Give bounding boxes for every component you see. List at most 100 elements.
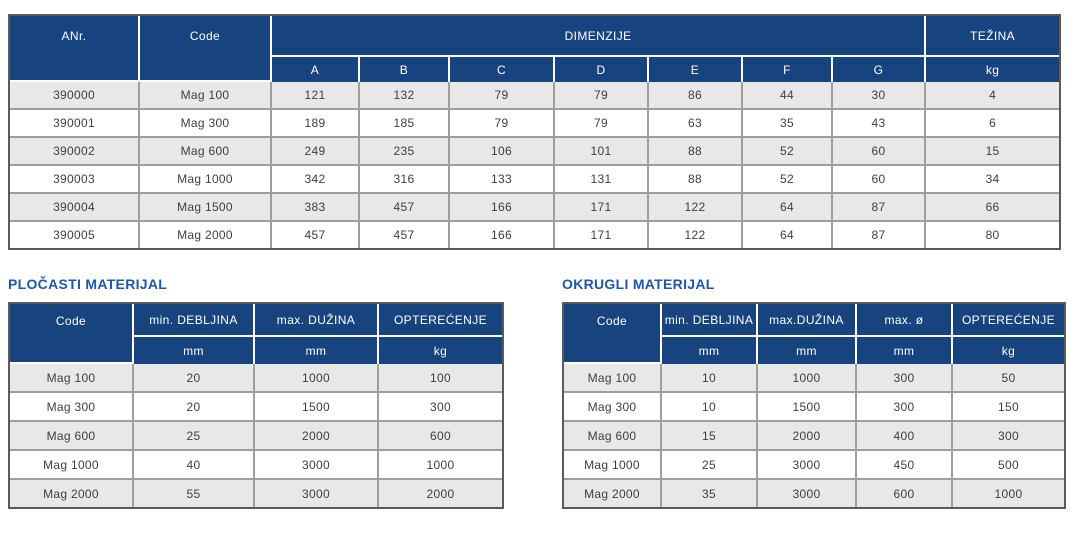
table-cell: 79 <box>555 110 649 138</box>
table-cell: 1000 <box>255 364 379 393</box>
table-cell: 400 <box>857 422 953 451</box>
table-cell: 3000 <box>255 480 379 507</box>
table-row: Mag 300 10 1500 300 150 <box>564 393 1064 422</box>
table-cell: 2000 <box>255 422 379 451</box>
table-cell: Mag 2000 <box>564 480 662 507</box>
table-cell: Mag 600 <box>10 422 134 451</box>
table-cell: 3000 <box>758 451 857 480</box>
unit-header-mm: mm <box>857 337 953 364</box>
table-cell: 80 <box>926 222 1060 248</box>
column-header-f: F <box>743 57 833 82</box>
unit-header-kg: kg <box>379 337 502 364</box>
table-cell: 2000 <box>758 422 857 451</box>
table-cell: 66 <box>926 194 1060 222</box>
table-cell: 79 <box>555 82 649 110</box>
table-cell: 15 <box>662 422 758 451</box>
table-cell: 1500 <box>255 393 379 422</box>
table-cell: 101 <box>555 138 649 166</box>
dimensions-table: ANr. Code DIMENZIJE TEŽINA A B C D E F G… <box>8 14 1062 250</box>
table-cell: 300 <box>857 364 953 393</box>
table-cell: 1500 <box>758 393 857 422</box>
table-cell: 457 <box>360 222 450 248</box>
column-header-min-debljina: min. DEBLJINA <box>134 304 255 337</box>
column-header-code: Code <box>140 16 272 82</box>
table-cell: 235 <box>360 138 450 166</box>
table-cell: 52 <box>743 166 833 194</box>
unit-header-mm: mm <box>134 337 255 364</box>
column-header-max-diameter: max. ø <box>857 304 953 337</box>
column-header-code: Code <box>10 304 134 364</box>
table-cell: 383 <box>272 194 360 222</box>
table-cell: 60 <box>833 138 927 166</box>
table-cell: 10 <box>662 364 758 393</box>
table-cell: 87 <box>833 194 927 222</box>
table-cell: Mag 100 <box>564 364 662 393</box>
table-cell: 4 <box>926 82 1060 110</box>
table-cell: 79 <box>450 110 555 138</box>
okrugli-table-header: Code min. DEBLJINA max.DUŽINA max. ø OPT… <box>564 304 1064 364</box>
table-cell: 390002 <box>10 138 140 166</box>
table-cell: 50 <box>953 364 1064 393</box>
table-cell: 86 <box>649 82 743 110</box>
table-cell: 457 <box>360 194 450 222</box>
table-cell: 64 <box>743 194 833 222</box>
table-cell: 1000 <box>758 364 857 393</box>
table-cell: Mag 300 <box>140 110 272 138</box>
table-row: 390003 Mag 1000 342 316 133 131 88 52 60 34 <box>10 166 1060 194</box>
table-cell: Mag 300 <box>564 393 662 422</box>
table-row: 390001 Mag 300 189 185 79 79 63 35 43 6 <box>10 110 1060 138</box>
column-header-a: A <box>272 57 360 82</box>
table-cell: 43 <box>833 110 927 138</box>
table-cell: 500 <box>953 451 1064 480</box>
table-row: 390000 Mag 100 121 132 79 79 86 44 30 4 <box>10 82 1060 110</box>
dimensions-table-body: 390000 Mag 100 121 132 79 79 86 44 30 4 390001 Mag … <box>10 82 1060 248</box>
table-cell: 171 <box>555 194 649 222</box>
table-cell: 87 <box>833 222 927 248</box>
table-row: Mag 600 25 2000 600 <box>10 422 502 451</box>
column-header-kg: kg <box>926 57 1060 82</box>
table-cell: 106 <box>450 138 555 166</box>
table-row: 390005 Mag 2000 457 457 166 171 122 64 87 80 <box>10 222 1060 248</box>
table-row: Mag 2000 35 3000 600 1000 <box>564 480 1064 507</box>
table-cell: 450 <box>857 451 953 480</box>
table-cell: 34 <box>926 166 1060 194</box>
table-cell: 55 <box>134 480 255 507</box>
table-cell: Mag 600 <box>140 138 272 166</box>
table-cell: 40 <box>134 451 255 480</box>
table-cell: 121 <box>272 82 360 110</box>
column-header-e: E <box>649 57 743 82</box>
column-header-min-debljina: min. DEBLJINA <box>662 304 758 337</box>
table-cell: 122 <box>649 194 743 222</box>
table-cell: 122 <box>649 222 743 248</box>
column-header-tezina: TEŽINA <box>926 16 1060 57</box>
table-row: Mag 300 20 1500 300 <box>10 393 502 422</box>
table-cell: 25 <box>662 451 758 480</box>
table-cell: 25 <box>134 422 255 451</box>
table-cell: 15 <box>926 138 1060 166</box>
column-header-b: B <box>360 57 450 82</box>
table-cell: 185 <box>360 110 450 138</box>
table-cell: 316 <box>360 166 450 194</box>
table-cell: 10 <box>662 393 758 422</box>
table-cell: 52 <box>743 138 833 166</box>
table-cell: Mag 1000 <box>564 451 662 480</box>
okrugli-materijal-table: Code min. DEBLJINA max.DUŽINA max. ø OPT… <box>562 302 1066 509</box>
table-cell: 166 <box>450 222 555 248</box>
table-cell: 171 <box>555 222 649 248</box>
table-cell: Mag 2000 <box>140 222 272 248</box>
table-cell: 6 <box>926 110 1060 138</box>
column-header-max-duzina: max.DUŽINA <box>758 304 857 337</box>
table-cell: 166 <box>450 194 555 222</box>
table-cell: 300 <box>953 422 1064 451</box>
table-cell: Mag 300 <box>10 393 134 422</box>
column-header-max-duzina: max. DUŽINA <box>255 304 379 337</box>
table-cell: 249 <box>272 138 360 166</box>
table-cell: Mag 1000 <box>140 166 272 194</box>
table-cell: 457 <box>272 222 360 248</box>
column-group-dimenzije: DIMENZIJE <box>272 16 927 57</box>
plocasti-table-header: Code min. DEBLJINA max. DUŽINA OPTEREĆEN… <box>10 304 502 364</box>
unit-header-mm: mm <box>758 337 857 364</box>
plocasti-materijal-title: PLOČASTI MATERIJAL <box>8 276 168 292</box>
column-header-g: G <box>833 57 927 82</box>
table-row: Mag 1000 40 3000 1000 <box>10 451 502 480</box>
